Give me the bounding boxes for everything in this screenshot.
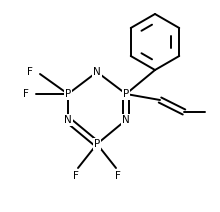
Text: F: F <box>73 171 79 181</box>
Text: N: N <box>64 115 72 125</box>
Text: P: P <box>123 89 129 99</box>
Text: F: F <box>27 67 33 77</box>
Text: P: P <box>94 139 100 149</box>
Text: F: F <box>23 89 29 99</box>
Text: N: N <box>93 67 101 77</box>
Text: P: P <box>65 89 71 99</box>
Text: N: N <box>122 115 130 125</box>
Text: F: F <box>115 171 121 181</box>
